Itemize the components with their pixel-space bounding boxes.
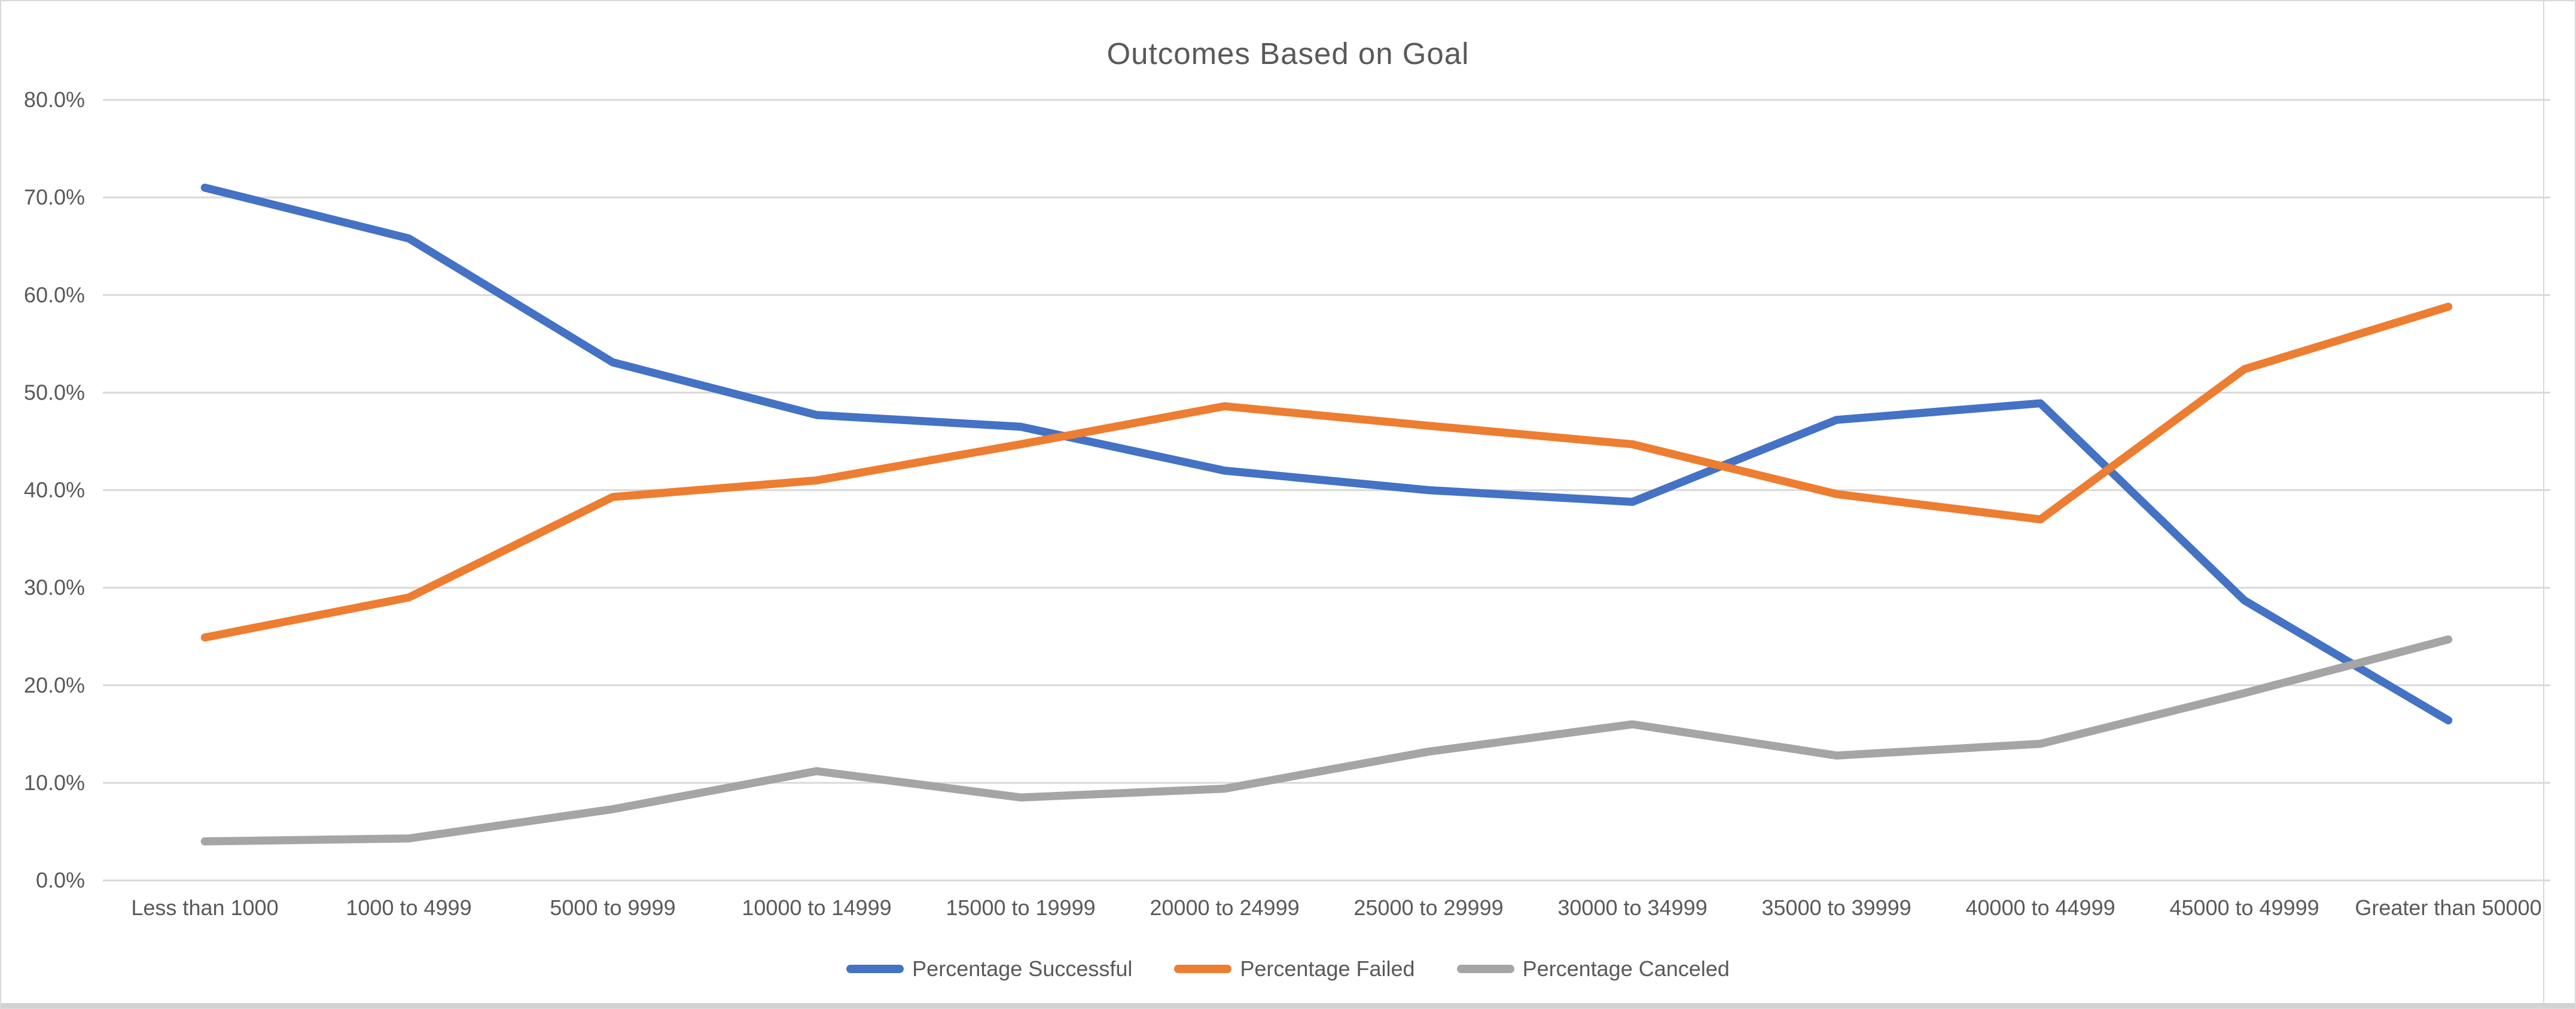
bottom-edge-strip — [1, 1003, 2575, 1008]
legend-label-canceled: Percentage Canceled — [1522, 956, 1730, 981]
x-axis-category-label: 5000 to 9999 — [550, 895, 675, 920]
canceled-series-swatch-icon — [1456, 965, 1514, 973]
legend-label-successful: Percentage Successful — [912, 956, 1133, 981]
gridlines — [103, 99, 2550, 882]
y-axis-tick-label: 20.0% — [24, 673, 85, 697]
series-lines — [200, 184, 2453, 846]
x-axis-category-label: 20000 to 24999 — [1150, 895, 1299, 920]
x-axis-category-label: 1000 to 4999 — [346, 895, 471, 920]
legend-item-successful: Percentage Successful — [846, 956, 1132, 981]
x-axis-category-labels: Less than 1000 1000 to 4999 5000 to 9999 10… — [131, 895, 2541, 920]
x-axis-category-label: 45000 to 49999 — [2169, 895, 2319, 920]
x-axis-category-label: 10000 to 14999 — [742, 895, 891, 920]
y-axis-tick-labels: 80.0% 70.0% 60.0% 50.0% 40.0% 30.0% 20.0% 10.0%… — [24, 87, 85, 892]
legend-item-canceled: Percentage Canceled — [1456, 956, 1730, 981]
x-axis-category-label: 35000 to 39999 — [1761, 895, 1911, 920]
x-axis-category-label: Less than 1000 — [131, 895, 278, 920]
y-axis-tick-label: 50.0% — [24, 380, 85, 404]
y-axis-tick-label: 80.0% — [24, 87, 85, 112]
x-axis-category-label: Greater than 50000 — [2355, 895, 2541, 920]
chart-title: Outcomes Based on Goal — [1106, 36, 1470, 71]
y-axis-tick-label: 70.0% — [24, 185, 85, 209]
series-line-percentage-failed — [200, 303, 2453, 642]
y-axis-tick-label: 10.0% — [24, 770, 85, 795]
legend-label-failed: Percentage Failed — [1240, 956, 1415, 981]
x-axis-category-label: 15000 to 19999 — [946, 895, 1095, 920]
chart-right-border — [2543, 1, 2544, 1005]
y-axis-tick-label: 60.0% — [24, 282, 85, 307]
successful-series-swatch-icon — [846, 965, 904, 973]
y-axis-tick-label: 40.0% — [24, 478, 85, 502]
series-line-percentage-successful — [200, 184, 2453, 725]
legend: Percentage Successful Percentage Failed … — [1, 955, 2575, 983]
y-axis-tick-label: 0.0% — [36, 868, 85, 892]
failed-series-swatch-icon — [1174, 965, 1232, 973]
x-axis-category-label: 40000 to 44999 — [1965, 895, 2115, 920]
legend-item-failed: Percentage Failed — [1174, 956, 1415, 981]
y-axis-tick-label: 30.0% — [24, 575, 85, 600]
x-axis-category-label: 25000 to 29999 — [1353, 895, 1503, 920]
x-axis-category-label: 30000 to 34999 — [1557, 895, 1707, 920]
series-line-percentage-canceled — [200, 635, 2453, 846]
